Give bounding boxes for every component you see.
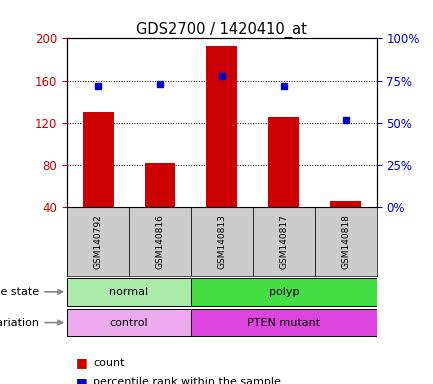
Bar xyxy=(129,207,191,276)
Text: GSM140813: GSM140813 xyxy=(217,215,226,269)
Bar xyxy=(253,207,315,276)
Bar xyxy=(268,117,299,207)
Bar xyxy=(191,278,377,306)
Bar xyxy=(83,112,113,207)
Text: GSM140792: GSM140792 xyxy=(94,215,103,269)
Bar xyxy=(67,309,191,336)
Bar xyxy=(207,46,237,207)
Text: percentile rank within the sample: percentile rank within the sample xyxy=(93,377,281,384)
Text: normal: normal xyxy=(110,287,149,297)
Bar xyxy=(330,201,361,207)
Bar xyxy=(67,278,191,306)
Bar xyxy=(191,309,377,336)
Text: ■: ■ xyxy=(76,376,87,384)
Text: ■: ■ xyxy=(76,356,87,369)
Text: GSM140818: GSM140818 xyxy=(341,215,350,269)
Text: control: control xyxy=(110,318,149,328)
Text: genotype/variation: genotype/variation xyxy=(0,318,62,328)
Text: disease state: disease state xyxy=(0,287,62,297)
Text: polyp: polyp xyxy=(268,287,299,297)
Bar xyxy=(315,207,377,276)
Bar xyxy=(67,207,129,276)
Text: GSM140817: GSM140817 xyxy=(279,215,288,269)
Text: count: count xyxy=(93,358,125,368)
Text: GSM140816: GSM140816 xyxy=(155,215,165,269)
Bar xyxy=(191,207,253,276)
Bar xyxy=(145,163,175,207)
Title: GDS2700 / 1420410_at: GDS2700 / 1420410_at xyxy=(136,22,307,38)
Text: PTEN mutant: PTEN mutant xyxy=(247,318,320,328)
